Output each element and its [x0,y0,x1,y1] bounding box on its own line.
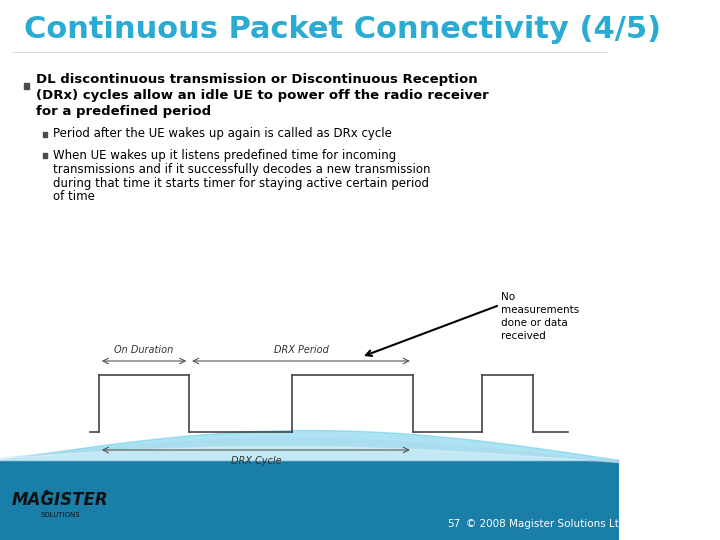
Text: of time: of time [53,191,95,204]
Text: MAGISTER: MAGISTER [12,491,109,509]
Text: during that time it starts timer for staying active certain period: during that time it starts timer for sta… [53,177,429,190]
Text: received: received [501,331,546,341]
Text: done or data: done or data [501,318,568,328]
Bar [43,132,48,137]
Bar [24,83,30,89]
Text: transmissions and if it successfully decodes a new transmission: transmissions and if it successfully dec… [53,163,431,176]
Text: DL discontinuous transmission or Discontinuous Reception: DL discontinuous transmission or Discont… [36,73,478,86]
Text: 57: 57 [447,519,460,529]
Bar [0,460,619,540]
Text: © 2008 Magister Solutions Ltd: © 2008 Magister Solutions Ltd [466,519,626,529]
Text: Continuous Packet Connectivity (4/5): Continuous Packet Connectivity (4/5) [24,16,661,44]
Text: (DRx) cycles allow an idle UE to power off the radio receiver: (DRx) cycles allow an idle UE to power o… [36,90,489,103]
Text: measurements: measurements [501,305,580,315]
Text: for a predefined period: for a predefined period [36,105,211,118]
Text: SOLUTIONS: SOLUTIONS [40,512,80,518]
Bar [43,153,48,158]
Text: On Duration: On Duration [114,345,174,355]
Text: DRX Period: DRX Period [274,345,328,355]
Text: Period after the UE wakes up again is called as DRx cycle: Period after the UE wakes up again is ca… [53,127,392,140]
Text: No: No [501,292,516,302]
Text: When UE wakes up it listens predefined time for incoming: When UE wakes up it listens predefined t… [53,148,397,161]
Text: DRX Cycle: DRX Cycle [230,456,281,466]
